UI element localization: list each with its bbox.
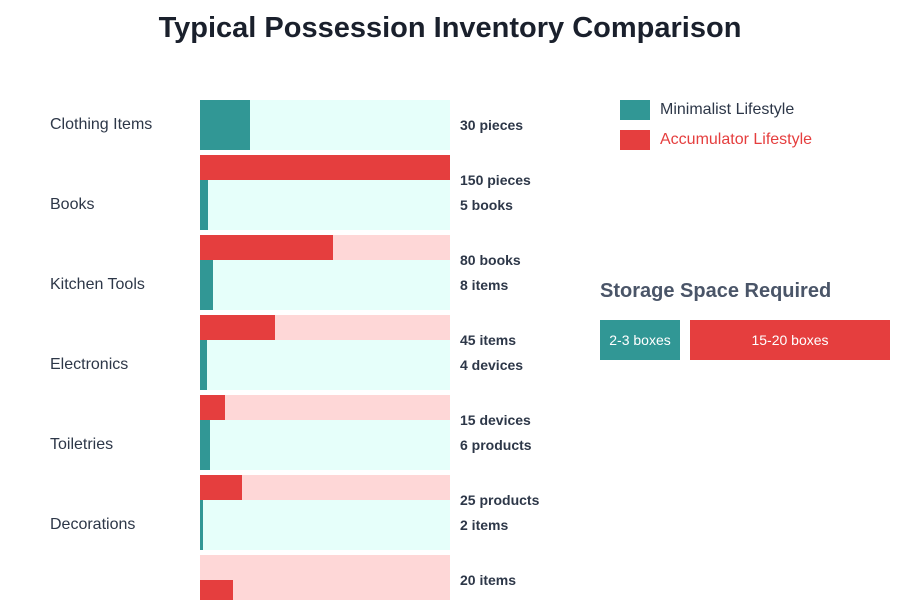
- value-label-accumulator: 20 items: [460, 572, 517, 588]
- value-label-accumulator: 15 devices: [460, 412, 531, 428]
- value-label-accumulator: 80 books: [460, 252, 521, 268]
- category-label: Electronics: [50, 356, 129, 373]
- legend-swatch-accumulator: [620, 130, 650, 150]
- value-label-accumulator: 45 items: [460, 332, 517, 348]
- bar-track-accumulator: [200, 395, 450, 420]
- storage-box-accumulator: 15-20 boxes: [690, 320, 890, 360]
- category-label: Books: [50, 196, 95, 213]
- bar-minimalist: [200, 180, 209, 230]
- bar-track-minimalist: [200, 260, 450, 310]
- legend-label-minimalist: Minimalist Lifestyle: [660, 101, 795, 118]
- value-label-accumulator: 25 products: [460, 492, 540, 508]
- bar-accumulator: [200, 315, 275, 340]
- value-label-minimalist: 6 products: [460, 437, 532, 453]
- bar-minimalist: [200, 100, 250, 150]
- bar-accumulator: [200, 475, 242, 500]
- bar-accumulator: [200, 155, 450, 180]
- bar-accumulator: [200, 580, 234, 600]
- category-label: Kitchen Tools: [50, 276, 145, 293]
- bar-track-minimalist: [200, 180, 450, 230]
- storage-title: Storage Space Required: [600, 280, 832, 302]
- value-label-minimalist: 30 pieces: [460, 117, 524, 133]
- value-label-minimalist: 5 books: [460, 197, 513, 213]
- bar-track-accumulator: [200, 475, 450, 500]
- category-label: Clothing Items: [50, 116, 153, 133]
- storage-box-minimalist: 2-3 boxes: [600, 320, 680, 360]
- category-label: Decorations: [50, 516, 136, 533]
- bar-accumulator: [200, 395, 225, 420]
- legend-swatch-minimalist: [620, 100, 650, 120]
- bar-track-minimalist: [200, 420, 450, 470]
- bar-minimalist: [200, 260, 214, 310]
- chart-title: Typical Possession Inventory Comparison: [158, 12, 742, 44]
- bar-track-minimalist: [200, 500, 450, 550]
- value-label-minimalist: 2 items: [460, 517, 509, 533]
- bar-track-accumulator: [200, 555, 450, 600]
- value-label-accumulator: 150 pieces: [460, 172, 531, 188]
- bar-track-minimalist: [200, 340, 450, 390]
- bar-minimalist: [200, 500, 204, 550]
- bar-minimalist: [200, 420, 210, 470]
- bar-accumulator: [200, 235, 334, 260]
- value-label-minimalist: 4 devices: [460, 357, 524, 373]
- category-label: Toiletries: [50, 436, 114, 453]
- value-label-minimalist: 8 items: [460, 277, 509, 293]
- bar-minimalist: [200, 340, 207, 390]
- legend-label-accumulator: Accumulator Lifestyle: [660, 131, 813, 148]
